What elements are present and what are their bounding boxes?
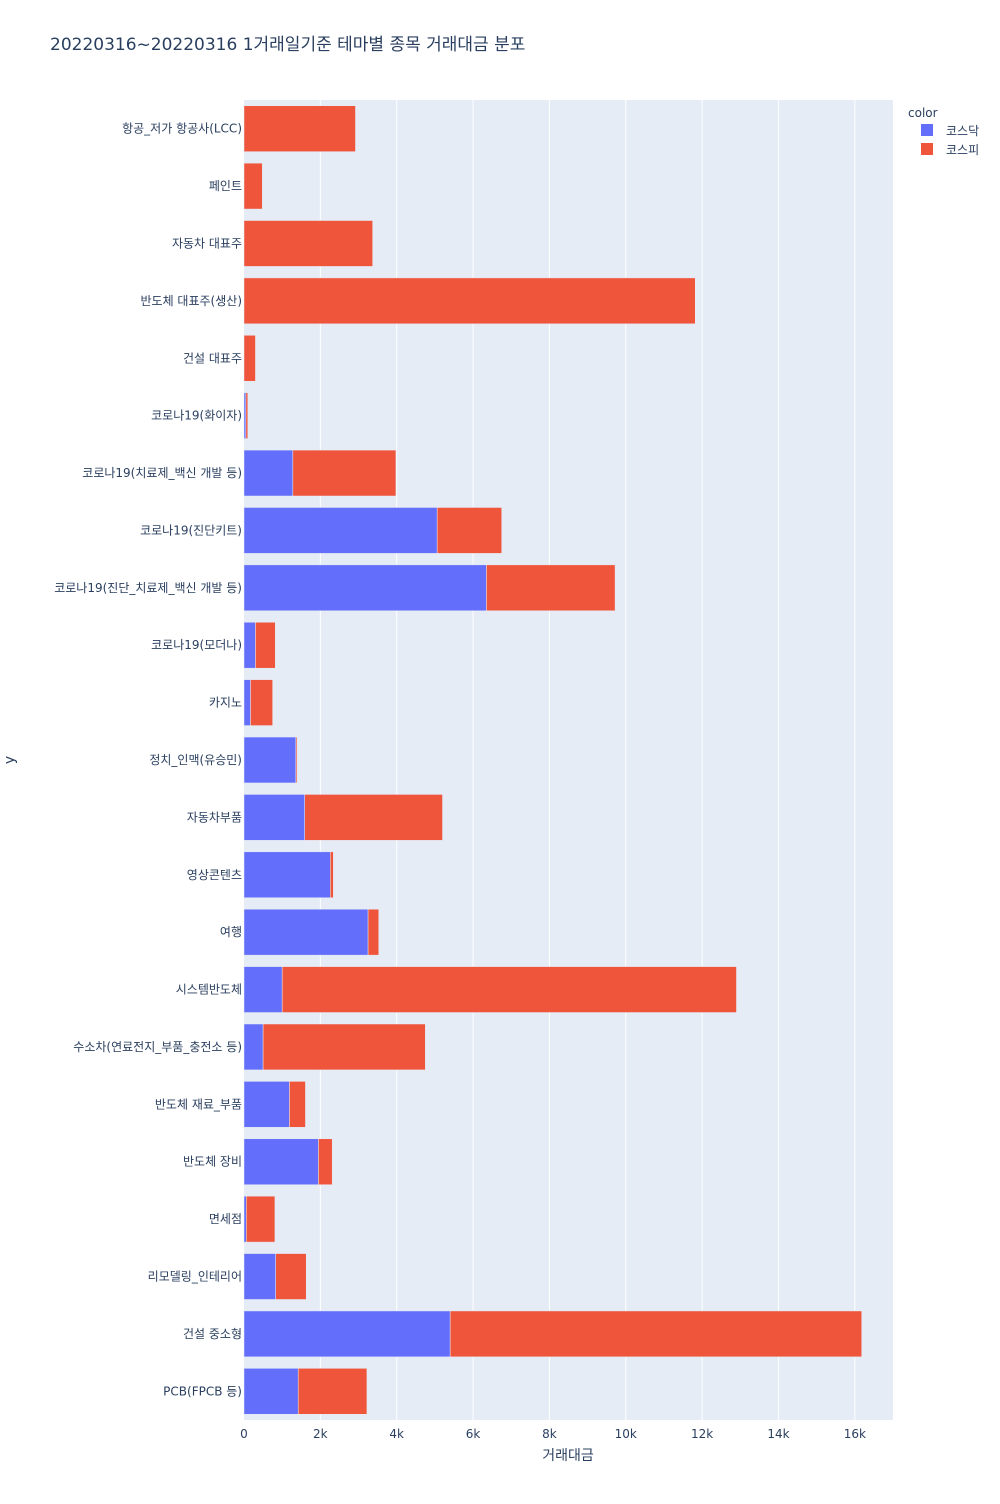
bar-kospi[interactable] <box>281 966 737 1013</box>
bar-kospi[interactable] <box>243 162 263 210</box>
bar-kospi[interactable] <box>250 679 273 726</box>
bar-kospi[interactable] <box>436 507 502 554</box>
y-tick-label: 수소차(연료전지_부품_충전소 등) <box>73 1040 242 1054</box>
bar-kosdaq[interactable] <box>243 736 297 784</box>
bar-kospi[interactable] <box>243 220 373 267</box>
legend-label[interactable]: 코스닥 <box>946 124 979 138</box>
bar-kosdaq[interactable] <box>243 622 256 669</box>
y-tick-label: 코로나19(진단키트) <box>140 523 242 537</box>
y-tick-label: 코로나19(모더나) <box>151 638 242 652</box>
y-tick-label: PCB(FPCB 등) <box>163 1384 242 1398</box>
y-tick-label: 코로나19(화이자) <box>151 409 242 423</box>
x-tick-labels: 0 2k 4k 6k 8k 10k 12k 14k 16k <box>240 1427 866 1441</box>
bar-kosdaq[interactable] <box>243 1081 290 1128</box>
y-tick-label: 여행 <box>220 924 242 939</box>
y-axis-title: y <box>2 756 18 764</box>
bar-kosdaq[interactable] <box>243 1195 247 1243</box>
x-axis-title: 거래대금 <box>542 1448 594 1464</box>
x-tick-label: 6k <box>466 1427 481 1441</box>
bar-kosdaq[interactable] <box>243 1253 276 1300</box>
y-tick-label: 자동차부품 <box>187 810 242 824</box>
bar-kospi[interactable] <box>243 335 256 382</box>
y-tick-label: 건설 중소형 <box>183 1327 242 1341</box>
y-tick-label: 코로나19(치료제_백신 개발 등) <box>82 466 242 480</box>
y-tick-label: 정치_인맥(유승민) <box>149 753 242 767</box>
legend-title: color <box>908 106 938 120</box>
x-tick-label: 14k <box>767 1427 789 1441</box>
y-tick-label: 영상콘텐츠 <box>187 868 242 882</box>
bar-kosdaq[interactable] <box>243 392 247 439</box>
bar-kosdaq[interactable] <box>243 966 283 1013</box>
bar-kospi[interactable] <box>449 1310 862 1358</box>
x-tick-label: 2k <box>313 1427 328 1441</box>
y-tick-label: 건설 대표주 <box>183 351 242 365</box>
bar-kospi[interactable] <box>367 908 380 956</box>
bar-kospi[interactable] <box>297 1368 368 1415</box>
bar-kosdaq[interactable] <box>243 449 294 497</box>
y-tick-label: 시스템반도체 <box>176 983 242 997</box>
y-tick-label: 반도체 재료_부품 <box>155 1097 242 1111</box>
bar-kosdaq[interactable] <box>243 564 487 612</box>
bar-kosdaq[interactable] <box>243 908 369 956</box>
bar-kospi[interactable] <box>245 392 249 439</box>
x-tick-label: 0 <box>240 1427 248 1441</box>
y-tick-label: 카지노 <box>209 696 242 710</box>
y-tick-label: 항공_저가 항공사(LCC) <box>122 122 242 136</box>
legend-swatch[interactable] <box>921 143 933 155</box>
bar-kosdaq[interactable] <box>243 1310 451 1358</box>
bar-kospi[interactable] <box>246 1195 276 1243</box>
y-tick-label: 자동차 대표주 <box>172 236 242 250</box>
bar-kosdaq[interactable] <box>243 1368 299 1415</box>
bar-kosdaq[interactable] <box>243 1138 319 1185</box>
bar-kospi[interactable] <box>292 449 397 497</box>
bar-kosdaq[interactable] <box>243 851 331 898</box>
bar-kospi[interactable] <box>243 105 356 152</box>
y-tick-label: 반도체 대표주(생산) <box>141 294 243 308</box>
bar-kosdaq[interactable] <box>243 794 305 841</box>
x-tick-label: 16k <box>844 1427 866 1441</box>
x-tick-label: 10k <box>615 1427 637 1441</box>
bar-kosdaq[interactable] <box>243 1023 264 1071</box>
bar-kospi[interactable] <box>275 1253 307 1300</box>
x-tick-label: 8k <box>542 1427 557 1441</box>
y-tick-label: 리모델링_인테리어 <box>148 1270 242 1284</box>
legend-swatch[interactable] <box>921 124 933 136</box>
y-tick-label: 면세점 <box>209 1212 242 1226</box>
bar-kosdaq[interactable] <box>243 507 438 554</box>
y-tick-label: 코로나19(진단_치료제_백신 개발 등) <box>54 581 242 595</box>
bar-kospi[interactable] <box>262 1023 426 1071</box>
bar-kospi[interactable] <box>318 1138 333 1185</box>
chart-title: 20220316~20220316 1거래일기준 테마별 종목 거래대금 분포 <box>50 35 525 55</box>
y-tick-label: 페인트 <box>209 179 242 193</box>
bar-kospi[interactable] <box>243 277 696 325</box>
bar-kospi[interactable] <box>486 564 616 612</box>
bar-kospi[interactable] <box>304 794 443 841</box>
bar-kospi[interactable] <box>295 736 298 784</box>
bars-layer <box>243 105 862 1415</box>
bar-kospi[interactable] <box>330 851 334 898</box>
x-tick-label: 12k <box>691 1427 713 1441</box>
bar-kospi[interactable] <box>289 1081 306 1128</box>
bar-kospi[interactable] <box>255 622 276 669</box>
bar-kosdaq[interactable] <box>243 679 251 726</box>
x-tick-label: 4k <box>389 1427 404 1441</box>
legend-label[interactable]: 코스피 <box>946 143 979 157</box>
y-tick-label: 반도체 장비 <box>183 1155 242 1169</box>
